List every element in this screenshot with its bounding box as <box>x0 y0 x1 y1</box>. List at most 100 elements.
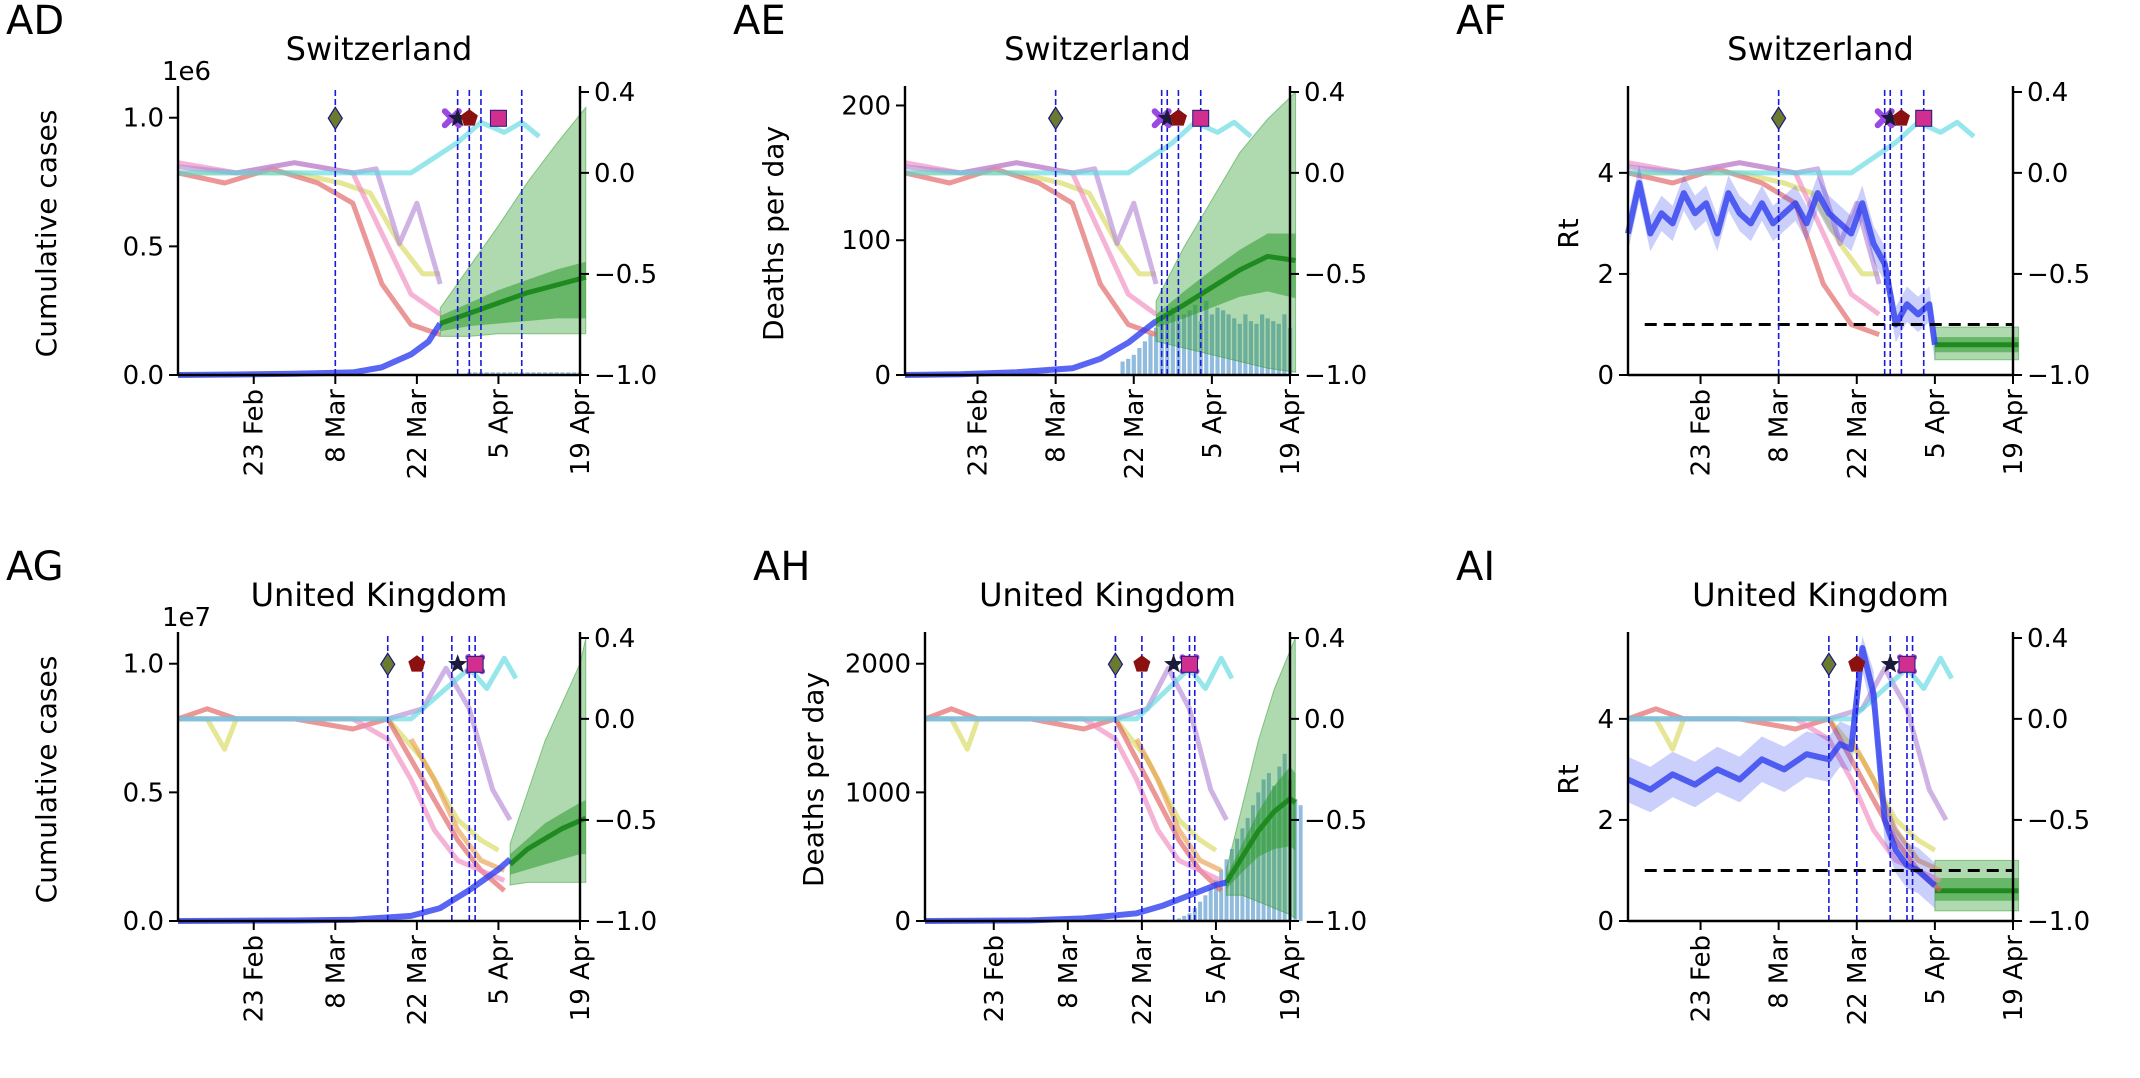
x-tick-label: 23 Feb <box>964 389 994 476</box>
data-bar <box>1204 300 1209 375</box>
x-tick-label: 5 Apr <box>1198 389 1228 459</box>
data-bar <box>554 372 559 375</box>
x-tick-label: 19 Apr <box>1999 935 2029 1022</box>
x-tick-label: 22 Mar <box>1843 389 1873 480</box>
data-bar <box>531 372 536 375</box>
mobility-line <box>408 737 506 873</box>
panel-label: AE <box>733 0 786 44</box>
data-bar <box>548 372 554 375</box>
data-bar <box>1154 327 1159 375</box>
y-tick-label: 0.0 <box>123 907 164 937</box>
panel-af: AF Switzerland 0 2 4 0.4 0.0 −0.5 −1.0 23 Feb 8 Ma… <box>1456 0 2090 479</box>
mobility-line <box>905 170 1157 277</box>
x-tick-label: 19 Apr <box>1276 935 1306 1022</box>
panel-title: United Kingdom <box>251 576 508 614</box>
x-tick-label: 19 Apr <box>1999 389 2029 476</box>
right-tick-label: −1.0 <box>2027 907 2090 937</box>
model-fit-line <box>904 318 1158 378</box>
data-bar <box>566 372 571 375</box>
y-tick-label: 1000 <box>845 778 911 808</box>
y-tick-label: 1.0 <box>123 104 164 134</box>
x-tick-label: 22 Mar <box>1128 935 1158 1026</box>
x-tick-label: 5 Apr <box>484 935 514 1005</box>
marker-square <box>466 655 484 673</box>
data-bar <box>1142 341 1147 375</box>
right-tick-label: −1.0 <box>594 361 657 391</box>
data-bar <box>1237 323 1242 375</box>
mobility-line <box>178 655 519 722</box>
y-axis-label: Cumulative cases <box>30 110 63 358</box>
right-tick-label: −0.5 <box>594 260 657 290</box>
right-tick-label: −1.0 <box>2027 361 2090 391</box>
y-tick-label: 4 <box>1597 159 1614 189</box>
marker-diamond <box>1047 106 1064 131</box>
y-tick-label: 2 <box>1597 806 1614 836</box>
marker-pentagon <box>1169 109 1187 126</box>
marker-pentagon <box>1133 655 1151 672</box>
data-bar <box>1272 785 1277 921</box>
right-tick-label: −0.5 <box>1304 260 1367 290</box>
data-bar <box>1120 361 1125 375</box>
data-bar <box>1235 838 1240 921</box>
marker-diamond <box>1107 652 1124 677</box>
data-bar <box>1229 849 1234 921</box>
data-bar <box>1221 310 1226 375</box>
marker-diamond <box>380 652 396 677</box>
x-tick-label: 5 Apr <box>1202 935 1232 1005</box>
y-tick-label: 0 <box>1597 907 1614 937</box>
right-tick-label: 0.4 <box>594 78 635 108</box>
data-bar <box>484 372 489 375</box>
x-tick-label: 8 Mar <box>1765 935 1795 1009</box>
right-tick-label: −0.5 <box>2027 260 2090 290</box>
x-tick-label: 23 Feb <box>1687 389 1717 476</box>
right-tick-label: 0.4 <box>594 624 635 654</box>
panel-label: AH <box>753 544 810 590</box>
mobility-line <box>177 706 506 893</box>
data-bar <box>1209 314 1214 375</box>
data-bar <box>1126 358 1131 375</box>
data-bar <box>1176 918 1181 921</box>
y-tick-label: 200 <box>841 91 891 121</box>
model-fit-line <box>1625 180 1938 346</box>
data-bar <box>1251 805 1255 921</box>
marker-star <box>1880 654 1900 673</box>
data-bar <box>1187 310 1192 375</box>
data-bar <box>1265 318 1270 375</box>
data-bar <box>1276 323 1281 375</box>
data-bar <box>1182 915 1187 921</box>
data-bar <box>1298 805 1303 921</box>
x-tick-label: 22 Mar <box>403 389 433 480</box>
panel-label: AF <box>1456 0 1506 44</box>
x-tick-label: 23 Feb <box>1687 935 1717 1022</box>
data-bar <box>1282 314 1287 375</box>
offset-text: 1e7 <box>162 603 211 633</box>
x-tick-label: 22 Mar <box>403 935 433 1026</box>
data-bar <box>572 372 577 375</box>
right-tick-label: −1.0 <box>1304 361 1367 391</box>
model-fit-line <box>1626 645 1937 888</box>
data-bar <box>1137 348 1142 375</box>
data-bar <box>507 372 513 375</box>
right-tick-label: 0.4 <box>2027 78 2068 108</box>
data-bar <box>560 372 565 375</box>
mobility-line <box>178 119 541 176</box>
panel-title: Switzerland <box>1004 30 1191 68</box>
x-tick-label: 8 Mar <box>321 389 351 463</box>
marker-square <box>1898 655 1916 673</box>
data-bar <box>1232 318 1237 375</box>
panel-title: United Kingdom <box>1692 576 1949 614</box>
data-bar <box>525 372 530 375</box>
data-bar <box>502 372 507 375</box>
y-tick-label: 0.5 <box>123 232 164 262</box>
marker-star <box>448 654 468 673</box>
y-tick-label: 0 <box>1597 361 1614 391</box>
y-axis-label: Rt <box>1552 764 1585 794</box>
panel-ah: AH United Kingdom 0 1000 2000 0.4 0.0 −0.5 −1.0 2… <box>753 544 1367 1025</box>
data-bar <box>1148 334 1153 375</box>
panel-label: AI <box>1456 544 1495 590</box>
marker-pentagon <box>460 109 478 126</box>
panel-title: Switzerland <box>286 30 473 68</box>
data-bar <box>1214 879 1218 921</box>
x-tick-label: 5 Apr <box>1921 935 1951 1005</box>
